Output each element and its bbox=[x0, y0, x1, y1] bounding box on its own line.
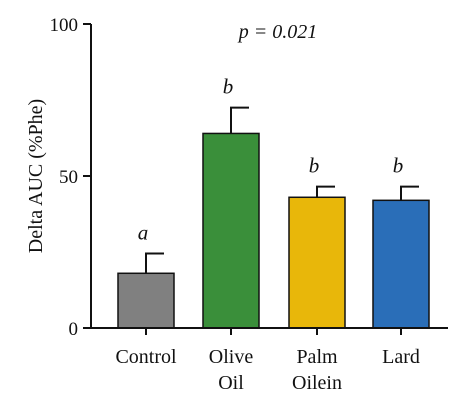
category-labels-layer: Control Olive Oil Palm Oilein Lard bbox=[115, 328, 419, 394]
significance-letter: a bbox=[138, 221, 149, 245]
bar bbox=[289, 197, 345, 328]
bar bbox=[373, 200, 429, 328]
y-tick-label: 0 bbox=[69, 319, 79, 340]
p-value-annotation: p = 0.021 bbox=[237, 21, 318, 43]
error-bar bbox=[145, 254, 164, 274]
category-label: Control bbox=[115, 346, 177, 368]
bar bbox=[118, 273, 174, 328]
bar bbox=[203, 133, 259, 328]
significance-letter: b bbox=[223, 75, 234, 99]
category-label: Lard bbox=[382, 346, 420, 368]
error-bar bbox=[230, 108, 249, 134]
y-tick-label: 50 bbox=[59, 167, 78, 188]
significance-letter: b bbox=[309, 154, 320, 178]
category-label: Oilein bbox=[292, 372, 342, 394]
category-label: Oil bbox=[218, 372, 244, 394]
category-label: Palm bbox=[296, 346, 338, 368]
y-tick-label: 100 bbox=[50, 15, 79, 36]
error-bar bbox=[400, 187, 419, 201]
bars-layer bbox=[118, 133, 429, 328]
category-label: Olive bbox=[209, 346, 254, 368]
significance-letters-layer: a b b b bbox=[138, 75, 404, 245]
error-bar bbox=[316, 187, 335, 198]
y-axis-title: Delta AUC (%Phe) bbox=[25, 99, 47, 253]
significance-letter: b bbox=[393, 154, 404, 178]
y-ticks-layer: 0 50 100 bbox=[50, 15, 92, 340]
